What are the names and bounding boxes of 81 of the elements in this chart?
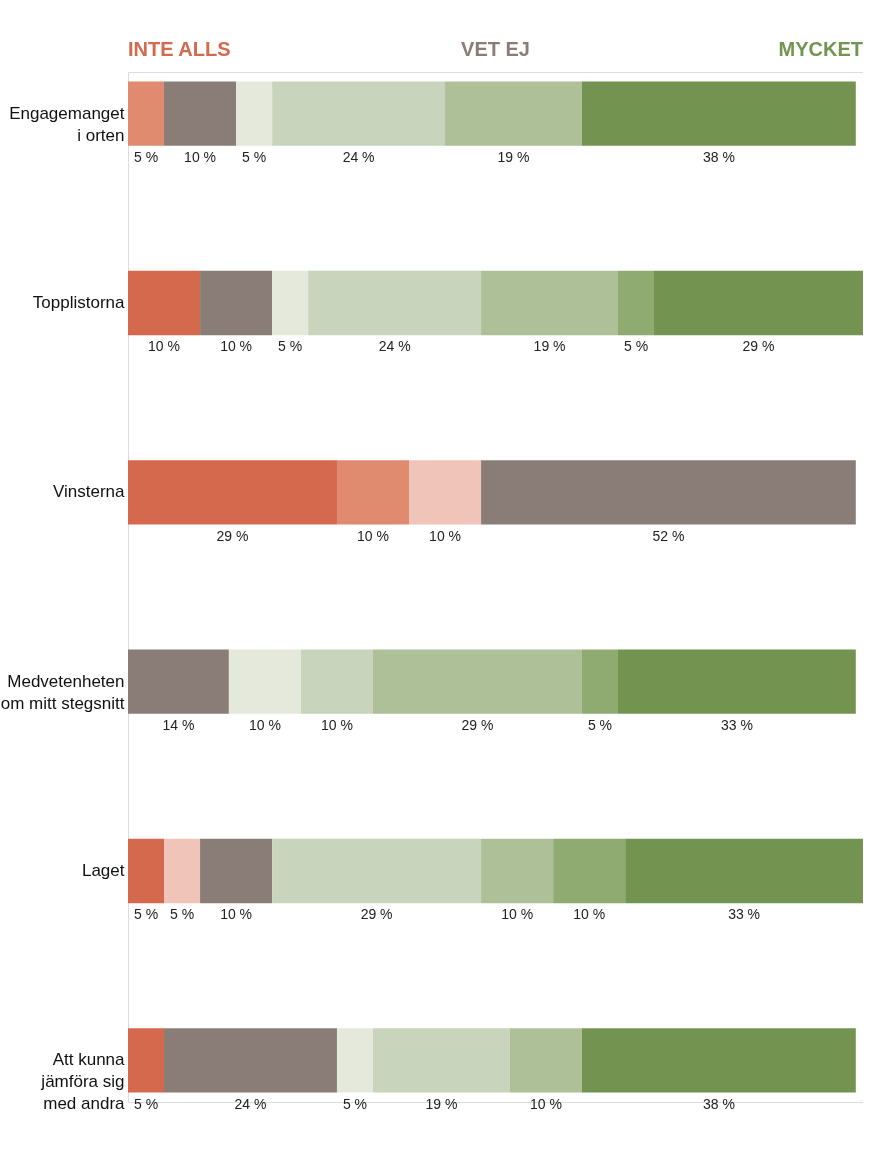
- bar: [300, 649, 373, 714]
- bar: [228, 649, 301, 714]
- data-label: 19 %: [425, 1095, 458, 1112]
- data-label: 24 %: [342, 148, 375, 165]
- data-label: 5 %: [133, 148, 159, 165]
- data-label: 19 %: [497, 148, 530, 165]
- bar: [373, 1028, 510, 1093]
- y-tick-label: Topplistorna: [32, 292, 126, 312]
- data-label: 10 %: [357, 527, 389, 544]
- bar: [618, 649, 856, 714]
- data-label: 5 %: [587, 716, 613, 733]
- bar: [481, 838, 554, 904]
- data-label: 10 %: [220, 338, 253, 355]
- bar: [272, 838, 482, 904]
- data-label: 10 %: [148, 338, 180, 355]
- data-label: 29 %: [461, 716, 494, 733]
- bar: [481, 460, 856, 525]
- data-label: 10 %: [529, 1095, 562, 1112]
- data-label: 10 %: [321, 716, 353, 733]
- y-tick-label: Medvetenheten om mitt stegsnitt: [0, 671, 125, 713]
- data-label: 38 %: [702, 148, 735, 165]
- bar: [128, 1028, 165, 1093]
- bar: [409, 460, 482, 525]
- bar: [308, 270, 482, 336]
- data-label: 10 %: [220, 906, 253, 923]
- y-tick-label: Engagemanget i orten: [9, 103, 125, 145]
- data-label: 5 %: [242, 148, 267, 165]
- data-label: 5 %: [133, 906, 159, 923]
- bar: [128, 270, 201, 336]
- bar: [128, 460, 337, 525]
- text: VET EJ: [461, 38, 530, 60]
- data-label: 38 %: [702, 1095, 735, 1112]
- bar: [618, 270, 655, 336]
- data-label: 14 %: [162, 716, 195, 733]
- text: INTE ALLS: [128, 38, 231, 60]
- data-label: 5 %: [169, 906, 195, 923]
- bar: [200, 270, 273, 336]
- data-label: 10 %: [184, 148, 217, 165]
- bar: [481, 270, 618, 336]
- bar: [373, 649, 582, 714]
- y-tick-label: Att kunna jämföra sig med andra: [40, 1050, 126, 1114]
- data-label: 5 %: [623, 338, 649, 355]
- bar: [445, 81, 582, 146]
- data-label: 29 %: [216, 527, 249, 544]
- data-label: 10 %: [248, 716, 281, 733]
- bar: [128, 81, 165, 146]
- series-label: MYCKET: [778, 38, 863, 60]
- bar: [654, 270, 863, 336]
- bar: [336, 460, 410, 525]
- bar: [272, 81, 446, 146]
- data-label: 24 %: [378, 338, 411, 355]
- data-label: 29 %: [742, 338, 775, 355]
- data-label: 52 %: [652, 527, 685, 544]
- data-label: 19 %: [533, 338, 566, 355]
- bar: [625, 838, 863, 904]
- bar: [581, 81, 856, 146]
- data-label: 33 %: [728, 906, 761, 923]
- bar: [581, 649, 618, 714]
- data-label: 5 %: [342, 1095, 368, 1112]
- bar: [236, 81, 273, 146]
- bar: [164, 838, 201, 904]
- data-label: 10 %: [573, 906, 606, 923]
- data-label: 33 %: [720, 716, 753, 733]
- data-label: 10 %: [429, 527, 462, 544]
- bar: [336, 1028, 373, 1093]
- data-label: 10 %: [501, 906, 534, 923]
- bar: [553, 838, 626, 904]
- bar: [128, 649, 229, 714]
- bar: [200, 838, 273, 904]
- bar: [509, 1028, 582, 1093]
- data-label: 5 %: [133, 1095, 159, 1112]
- bar: [164, 1028, 337, 1093]
- data-label: 24 %: [234, 1095, 267, 1112]
- data-label: 5 %: [278, 338, 303, 355]
- data-label: 29 %: [360, 906, 393, 923]
- bar: [128, 838, 165, 904]
- bar: [581, 1028, 856, 1093]
- bar: [164, 81, 237, 146]
- y-tick-label: Laget: [81, 861, 125, 881]
- bar: [272, 270, 309, 336]
- y-tick-label: Vinsterna: [52, 482, 126, 502]
